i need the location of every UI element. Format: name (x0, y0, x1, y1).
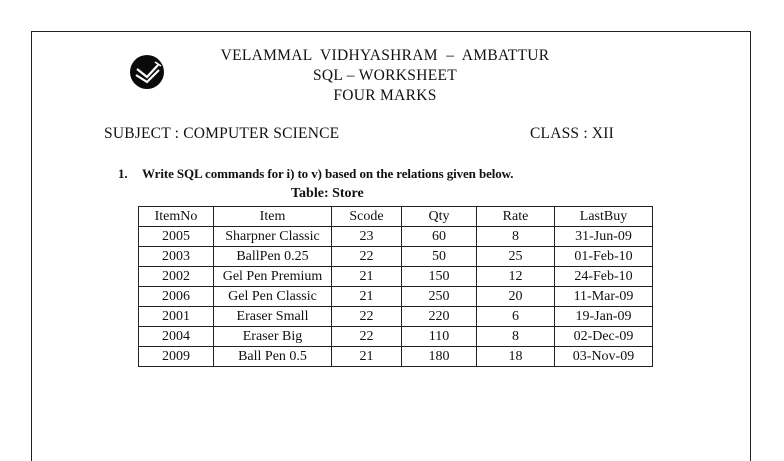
column-header-item: Item (213, 206, 332, 227)
cell-qty: 110 (401, 326, 477, 347)
question-number: 1. (118, 166, 128, 181)
cell-qty: 220 (401, 306, 477, 327)
cell-itemno: 2003 (138, 246, 214, 267)
table-row: 2009 Ball Pen 0.5 21 180 18 03-Nov-09 (138, 346, 653, 367)
store-table: ItemNo Item Scode Qty Rate LastBuy 2005 … (138, 206, 653, 367)
cell-rate: 18 (476, 346, 555, 367)
cell-item: Gel Pen Classic (213, 286, 332, 307)
cell-lastbuy: 03-Nov-09 (554, 346, 653, 367)
cell-lastbuy: 11-Mar-09 (554, 286, 653, 307)
table-header-row: ItemNo Item Scode Qty Rate LastBuy (138, 206, 653, 227)
cell-itemno: 2006 (138, 286, 214, 307)
cell-lastbuy: 24-Feb-10 (554, 266, 653, 287)
table-row: 2006 Gel Pen Classic 21 250 20 11-Mar-09 (138, 286, 653, 307)
cell-lastbuy: 02-Dec-09 (554, 326, 653, 347)
column-header-itemno: ItemNo (138, 206, 214, 227)
cell-rate: 6 (476, 306, 555, 327)
school-name: VELAMMAL VIDHYASHRAM – AMBATTUR (220, 47, 550, 64)
cell-qty: 60 (401, 226, 477, 247)
cell-item: Ball Pen 0.5 (213, 346, 332, 367)
cell-qty: 50 (401, 246, 477, 267)
table-row: 2001 Eraser Small 22 220 6 19-Jan-09 (138, 306, 653, 327)
cell-itemno: 2001 (138, 306, 214, 327)
cell-item: Sharpner Classic (213, 226, 332, 247)
question-1: 1. Write SQL commands for i) to v) based … (118, 166, 514, 182)
cell-lastbuy: 01-Feb-10 (554, 246, 653, 267)
cell-itemno: 2002 (138, 266, 214, 287)
cell-scode: 21 (331, 286, 402, 307)
cell-item: Gel Pen Premium (213, 266, 332, 287)
cell-itemno: 2009 (138, 346, 214, 367)
marks-label: FOUR MARKS (333, 87, 437, 104)
cell-lastbuy: 31-Jun-09 (554, 226, 653, 247)
cell-scode: 22 (331, 306, 402, 327)
cell-qty: 180 (401, 346, 477, 367)
cell-rate: 8 (476, 226, 555, 247)
column-header-rate: Rate (476, 206, 555, 227)
cell-qty: 250 (401, 286, 477, 307)
cell-scode: 22 (331, 326, 402, 347)
school-emblem-icon (130, 55, 164, 89)
cell-rate: 25 (476, 246, 555, 267)
cell-scode: 21 (331, 266, 402, 287)
cell-qty: 150 (401, 266, 477, 287)
cell-lastbuy: 19-Jan-09 (554, 306, 653, 327)
cell-item: Eraser Small (213, 306, 332, 327)
cell-scode: 22 (331, 246, 402, 267)
table-row: 2005 Sharpner Classic 23 60 8 31-Jun-09 (138, 226, 653, 247)
table-row: 2002 Gel Pen Premium 21 150 12 24-Feb-10 (138, 266, 653, 287)
table-caption: Table: Store (291, 186, 364, 201)
cell-rate: 8 (476, 326, 555, 347)
cell-itemno: 2005 (138, 226, 214, 247)
worksheet-title: SQL – WORKSHEET (313, 67, 457, 84)
table-row: 2003 BallPen 0.25 22 50 25 01-Feb-10 (138, 246, 653, 267)
class-label: CLASS : XII (530, 125, 615, 142)
cell-item: BallPen 0.25 (213, 246, 332, 267)
subject-label: SUBJECT : COMPUTER SCIENCE (104, 125, 340, 142)
cell-itemno: 2004 (138, 326, 214, 347)
cell-item: Eraser Big (213, 326, 332, 347)
cell-rate: 20 (476, 286, 555, 307)
table-row: 2004 Eraser Big 22 110 8 02-Dec-09 (138, 326, 653, 347)
cell-scode: 21 (331, 346, 402, 367)
column-header-scode: Scode (331, 206, 402, 227)
column-header-lastbuy: LastBuy (554, 206, 653, 227)
cell-scode: 23 (331, 226, 402, 247)
column-header-qty: Qty (401, 206, 477, 227)
question-text: Write SQL commands for i) to v) based on… (142, 166, 514, 181)
cell-rate: 12 (476, 266, 555, 287)
